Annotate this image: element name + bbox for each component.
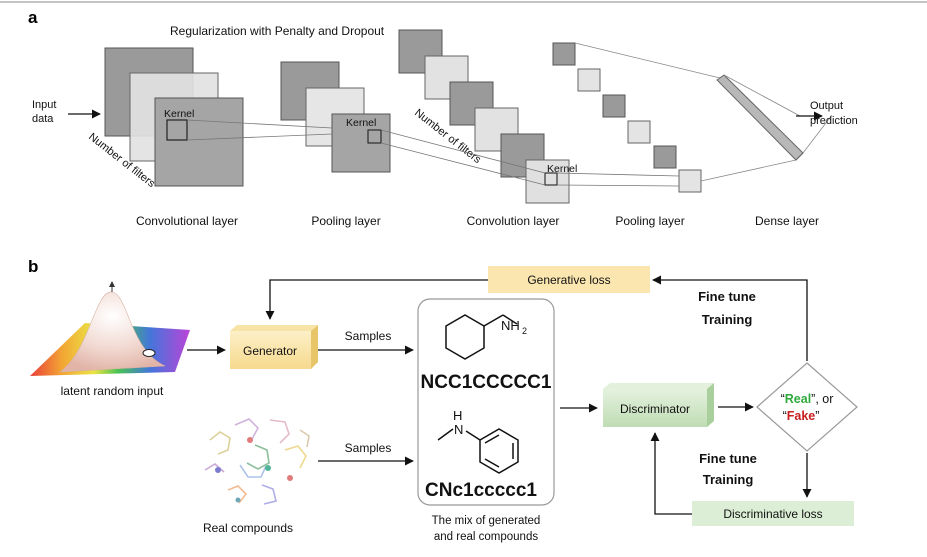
decision-real: Real	[785, 392, 811, 406]
discriminator-button[interactable]: Discriminator	[603, 383, 714, 427]
output-label-2: prediction	[810, 115, 858, 127]
generator-button[interactable]: Generator	[230, 325, 318, 369]
kernel-projection-2	[380, 129, 546, 186]
nh2-subscript: 2	[522, 326, 527, 336]
training-1: Training	[702, 312, 753, 327]
mix-box	[417, 298, 555, 506]
dense-layer	[574, 42, 833, 182]
nh-n-label: N	[454, 422, 463, 437]
pool-layer-2	[552, 42, 702, 193]
decision-open-quote: “	[781, 392, 785, 406]
smiles-2: CNc1ccccc1	[425, 480, 537, 501]
generator-label: Generator	[243, 344, 297, 358]
kernel-label-3: Kernel	[547, 163, 577, 175]
mix-label-1: The mix of generated	[432, 515, 541, 527]
gen-loss-to-generator-arrow	[265, 279, 488, 320]
nh-h-label: H	[453, 408, 462, 423]
decision-close-quote: ”	[815, 409, 819, 423]
nh2-label: NH	[501, 318, 520, 333]
panel-a-letter: a	[28, 8, 38, 27]
samples-label-1: Samples	[345, 329, 392, 343]
layer-caption-3: Pooling layer	[615, 214, 684, 228]
training-2: Training	[703, 472, 754, 487]
conv-layer-1	[104, 47, 244, 187]
decision-fake: Fake	[787, 409, 816, 423]
mix-label-2: and real compounds	[434, 531, 538, 543]
decision-line-2: “Fake”	[783, 409, 820, 423]
generative-loss-label: Generative loss	[527, 273, 610, 287]
decision-diamond	[756, 362, 858, 452]
kernel-projection-1	[186, 119, 333, 141]
conv-layer-2	[398, 29, 570, 204]
input-label-2: data	[32, 113, 54, 125]
fine-tune-2: Fine tune	[699, 451, 757, 466]
decision-open-quote-2: “	[783, 409, 787, 423]
real-label: Real compounds	[203, 521, 293, 535]
real-compounds-image	[204, 418, 310, 505]
discriminator-label: Discriminator	[620, 402, 690, 416]
output-label-1: Output	[810, 100, 843, 112]
smiles-1: NCC1CCCCC1	[421, 372, 552, 393]
generative-loss-box	[488, 266, 650, 293]
kernel-label-2: Kernel	[346, 117, 376, 129]
input-label-1: Input	[32, 99, 56, 111]
panel-a-title: Regularization with Penalty and Dropout	[170, 24, 385, 38]
layer-caption-1: Pooling layer	[311, 214, 380, 228]
discriminative-loss-label: Discriminative loss	[723, 507, 822, 521]
samples-label-2: Samples	[345, 441, 392, 455]
layer-caption-4: Dense layer	[755, 214, 819, 228]
discriminative-loss-box	[692, 501, 854, 526]
decision-line-1: “Real”, or	[781, 392, 834, 406]
kernel-projection-3	[556, 172, 680, 187]
decision-or: ”, or	[811, 392, 833, 406]
layer-caption-0: Convolutional layer	[136, 214, 238, 228]
pool-layer-1	[280, 61, 391, 173]
disc-loss-to-discriminator-arrow	[650, 432, 692, 515]
kernel-label-1: Kernel	[164, 108, 194, 120]
molecule-2-structure	[437, 428, 519, 474]
latent-surface-image	[30, 281, 190, 376]
panel-b-letter: b	[28, 257, 38, 276]
latent-label: latent random input	[61, 384, 164, 398]
fine-tune-1: Fine tune	[698, 289, 756, 304]
molecule-1-structure	[445, 314, 518, 360]
decision-to-gen-loss-arrow	[652, 275, 808, 361]
layer-caption-2: Convolution layer	[467, 214, 560, 228]
